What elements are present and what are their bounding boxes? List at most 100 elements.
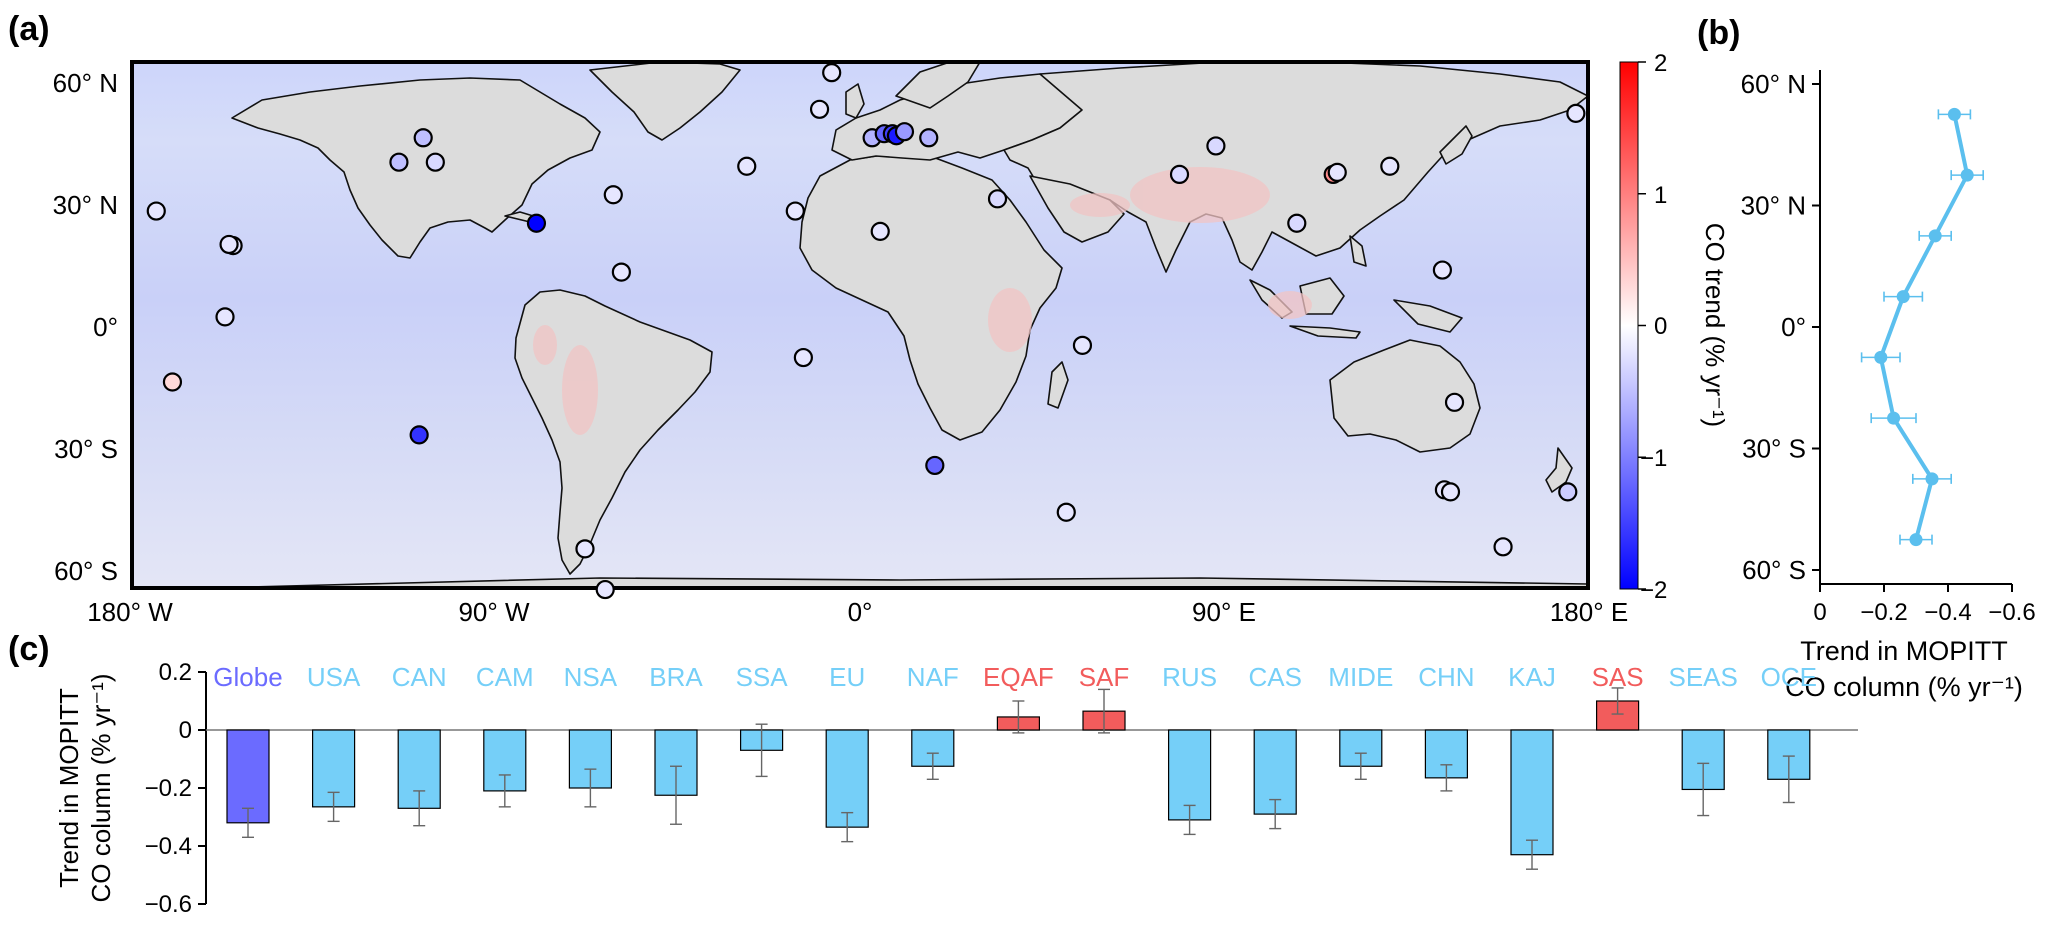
- bar-label-ssa: SSA: [736, 662, 789, 692]
- station-marker-36: [1432, 260, 1453, 280]
- bar-y-ticks: 0.2 0 −0.2 −0.4 −0.6: [145, 659, 206, 918]
- profile-y-tick-4: 60° S: [1742, 555, 1806, 585]
- station-marker-26: [925, 455, 945, 476]
- bar-label-globe: Globe: [213, 662, 282, 692]
- great-britain: [845, 83, 865, 119]
- station-marker-13: [595, 579, 615, 600]
- station-marker-42: [1566, 103, 1586, 123]
- profile-x-tick-0: 0: [1813, 599, 1826, 626]
- profile-series: [1860, 107, 1984, 547]
- bar-ylabel-line2: CO column (% yr⁻¹): [86, 674, 116, 903]
- new-guinea: [1393, 299, 1463, 333]
- map-y-tick-1: 30° N: [53, 190, 118, 220]
- profile-point-5: [1887, 411, 1901, 425]
- map-x-tick-0: 180° W: [87, 597, 173, 627]
- map-x-tick-1: 90° W: [458, 597, 530, 627]
- bar-label-chn: CHN: [1418, 662, 1474, 692]
- bar-y-tick-4: −0.6: [145, 891, 192, 918]
- bar-y-tick-3: −0.4: [145, 833, 192, 860]
- station-marker-32: [1287, 213, 1307, 233]
- bar-label-rus: RUS: [1162, 662, 1217, 692]
- station-markers: [146, 63, 1586, 600]
- profile-line: [1878, 113, 1970, 541]
- station-marker-18: [793, 347, 813, 368]
- africa: [799, 153, 1063, 441]
- station-marker-25: [919, 128, 939, 148]
- bar-label-cam: CAM: [476, 662, 534, 692]
- bar-label-eu: EU: [829, 662, 865, 692]
- station-marker-35: [1380, 156, 1400, 176]
- station-marker-14: [737, 156, 757, 176]
- bar-y-tick-1: 0: [179, 717, 192, 744]
- map-x-tick-3: 90° E: [1192, 597, 1256, 627]
- station-marker-16: [809, 99, 830, 119]
- bar-label-sas: SAS: [1592, 662, 1644, 692]
- regional-bar-panel: 0.2 0 −0.2 −0.4 −0.6 Globe USA CAN CAM NSA BRA SSA…: [54, 659, 1858, 918]
- map-y-tick-0: 60° N: [53, 68, 118, 98]
- bar-category-labels: Globe USA CAN CAM NSA BRA SSA EU NAF EQAF SAF RUS CA…: [213, 662, 1817, 692]
- station-marker-29: [1056, 502, 1076, 522]
- latitude-profile-panel: 60° N 30° N 0° 30° S 60° S 0 −0.2 −0.4 −0.6 Tre…: [1741, 69, 2036, 702]
- station-marker-0: [146, 201, 166, 221]
- map-frame: [130, 60, 1590, 590]
- colorbar-ticks: [1638, 61, 1646, 590]
- bar-label-oce: OCE: [1761, 662, 1817, 692]
- bar-label-seas: SEAS: [1669, 662, 1738, 692]
- bar-label-bra: BRA: [649, 662, 703, 692]
- panel-label-c: (c): [8, 630, 50, 668]
- station-marker-31: [1206, 136, 1226, 156]
- map-panel: 60° N 30° N 0° 30° S 60° S 180° W 90° W …: [53, 50, 1730, 627]
- bar-label-can: CAN: [392, 662, 447, 692]
- station-marker-15: [785, 201, 805, 221]
- station-marker-17: [822, 63, 842, 83]
- new-zealand: [1545, 447, 1573, 493]
- station-marker-24: [894, 122, 915, 142]
- bar-eu: [825, 729, 869, 828]
- bar-ylabel-line1: Trend in MOPITT: [54, 688, 84, 888]
- bar-label-nsa: NSA: [564, 662, 618, 692]
- station-marker-7: [413, 128, 433, 148]
- map-x-tick-2: 0°: [848, 597, 873, 627]
- map-y-tick-4: 60° S: [54, 556, 118, 586]
- colorbar-gradient: [1619, 61, 1639, 590]
- north-america: [231, 77, 601, 259]
- profile-x-tick-3: −0.6: [1988, 599, 2035, 626]
- land-masses: [178, 62, 1588, 588]
- profile-y-tick-0: 60° N: [1741, 69, 1806, 99]
- australia: [1329, 339, 1481, 453]
- station-marker-34: [1327, 162, 1347, 182]
- station-marker-30: [1169, 164, 1190, 185]
- positive-trend-regions: [533, 167, 1312, 435]
- bar-label-naf: NAF: [907, 662, 959, 692]
- station-marker-41: [1493, 537, 1513, 557]
- bar-nsa: [568, 729, 613, 789]
- bar-y-tick-0: 0.2: [159, 659, 192, 686]
- station-marker-2: [219, 234, 239, 255]
- map-y-tick-2: 0°: [93, 312, 118, 342]
- profile-y-tick-3: 30° S: [1742, 434, 1806, 464]
- colorbar-tick-1: 1: [1654, 182, 1667, 209]
- bar-label-saf: SAF: [1079, 662, 1130, 692]
- station-marker-40: [1558, 482, 1578, 502]
- profile-xlabel-line2: CO column (% yr⁻¹): [1785, 672, 2023, 702]
- station-marker-4: [162, 372, 183, 392]
- station-marker-39: [1440, 482, 1461, 502]
- profile-x-ticks: 0 −0.2 −0.4 −0.6: [1813, 584, 2036, 626]
- station-marker-27: [987, 189, 1008, 209]
- map-x-tick-4: 180° E: [1550, 597, 1628, 627]
- bar-y-tick-2: −0.2: [145, 775, 192, 802]
- south-america: [514, 289, 713, 575]
- station-marker-28: [1072, 335, 1093, 355]
- colorbar-tick-2: 0: [1654, 313, 1667, 340]
- madagascar: [1047, 361, 1069, 409]
- bar-series: [226, 687, 1811, 870]
- profile-point-6: [1925, 472, 1939, 486]
- panel-label-b: (b): [1697, 14, 1740, 52]
- bar-label-mide: MIDE: [1328, 662, 1393, 692]
- panel-label-a: (a): [8, 10, 50, 48]
- bar-label-eqaf: EQAF: [983, 662, 1054, 692]
- profile-point-7: [1909, 533, 1923, 547]
- bar-label-cas: CAS: [1248, 662, 1301, 692]
- station-marker-11: [611, 262, 631, 282]
- bar-label-kaj: KAJ: [1508, 662, 1556, 692]
